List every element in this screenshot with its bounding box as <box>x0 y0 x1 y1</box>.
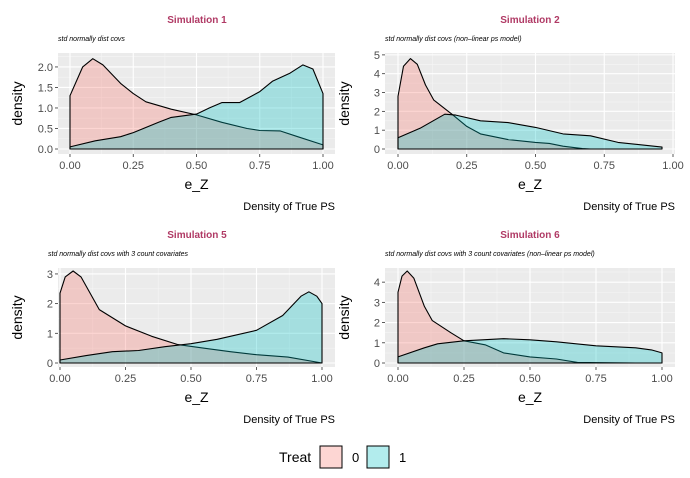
x-tick-label: 0.50 <box>186 160 207 172</box>
panel-subtitle: std normally dist covs <box>58 36 125 43</box>
x-tick-label: 1.00 <box>651 373 672 385</box>
y-tick-label: 0.0 <box>38 144 53 156</box>
y-tick-label: 5 <box>374 50 380 62</box>
x-tick-label: 0.00 <box>387 160 408 172</box>
legend-label-1: 1 <box>399 450 406 465</box>
panel-caption: Density of True PS <box>583 414 675 426</box>
y-tick-label: 2.0 <box>38 62 53 74</box>
y-axis-label: density <box>9 295 25 339</box>
y-axis-label: density <box>336 81 352 125</box>
density-area-treat-0 <box>59 270 323 364</box>
panel-1: 0.00 0.25 0.50 0.75 1.00 0.0 0.5 1.0 1.5 2.0 Simul… <box>9 15 335 213</box>
y-tick-label: 2 <box>374 318 380 330</box>
density-area-treat-1 <box>69 64 324 150</box>
legend: Treat 0 1 <box>279 445 406 469</box>
x-tick-label: 0.75 <box>594 160 615 172</box>
panel-subtitle: std normally dist covs with 3 count cova… <box>48 251 189 258</box>
x-tick-label: 1.00 <box>312 160 333 172</box>
panel-title: Simulation 6 <box>500 230 560 241</box>
y-tick-label: 1.0 <box>38 103 53 115</box>
panel-title: Simulation 1 <box>167 15 227 26</box>
y-tick-label: 3 <box>374 297 380 309</box>
panel-caption: Density of True PS <box>243 414 335 426</box>
x-tick-label: 0.75 <box>585 373 606 385</box>
panel-3: 0.00 0.25 0.50 0.75 1.00 0 1 2 3 Simulation 5 std … <box>9 230 335 426</box>
x-tick-label: 0.50 <box>180 373 201 385</box>
x-tick-label: 1.00 <box>662 160 683 172</box>
y-tick-label: 2 <box>47 299 53 311</box>
y-axis-label: density <box>9 81 25 125</box>
x-tick-label: 0.25 <box>115 373 136 385</box>
x-tick-label: 0.50 <box>525 160 546 172</box>
plot-background <box>58 268 335 367</box>
panel-title: Simulation 5 <box>167 230 227 241</box>
legend-key-0 <box>319 445 343 469</box>
x-tick-label: 0.00 <box>387 373 408 385</box>
x-axis-label: e_Z <box>518 176 543 192</box>
x-tick-label: 0.25 <box>453 373 474 385</box>
y-tick-label: 0 <box>374 144 380 156</box>
y-tick-label: 2 <box>374 106 380 118</box>
legend-title: Treat <box>279 449 311 465</box>
density-area-treat-1 <box>59 291 323 364</box>
y-tick-label: 3 <box>47 269 53 281</box>
density-area-treat-1 <box>397 113 663 150</box>
legend-label-0: 0 <box>352 450 359 465</box>
x-tick-label: 1.00 <box>311 373 332 385</box>
y-tick-label: 0 <box>374 358 380 370</box>
y-tick-label: 1 <box>374 125 380 137</box>
y-tick-label: 3 <box>374 88 380 100</box>
legend-key-1 <box>366 445 390 469</box>
y-tick-label: 4 <box>374 69 380 81</box>
x-axis-label: e_Z <box>184 176 209 192</box>
x-tick-label: 0.00 <box>49 373 70 385</box>
y-axis-label: density <box>336 295 352 339</box>
x-tick-label: 0.75 <box>246 373 267 385</box>
y-tick-label: 0 <box>47 358 53 370</box>
x-tick-label: 0.75 <box>249 160 270 172</box>
x-tick-label: 0.00 <box>59 160 80 172</box>
x-axis-label: e_Z <box>184 389 209 405</box>
panel-4: 0.00 0.25 0.50 0.75 1.00 0 1 2 3 4 Simulation 6 std… <box>336 230 675 426</box>
panel-caption: Density of True PS <box>583 201 675 213</box>
density-area-treat-1 <box>397 338 663 364</box>
y-tick-label: 0.5 <box>38 123 53 135</box>
plot-background <box>385 53 675 154</box>
x-tick-label: 0.25 <box>456 160 477 172</box>
y-tick-label: 1 <box>47 328 53 340</box>
x-tick-label: 0.25 <box>123 160 144 172</box>
panel-subtitle: std normally dist covs with 3 count cova… <box>385 251 595 258</box>
y-tick-label: 1.5 <box>38 82 53 94</box>
panel-2: 0.00 0.25 0.50 0.75 1.00 0 1 2 3 4 5 Simulation 2 st… <box>336 15 684 213</box>
density-area-treat-0 <box>397 58 592 150</box>
panel-caption: Density of True PS <box>243 201 335 213</box>
y-tick-label: 1 <box>374 338 380 350</box>
y-tick-label: 4 <box>374 277 380 289</box>
x-axis-label: e_Z <box>518 389 543 405</box>
panel-subtitle: std normally dist covs (non–linear ps mo… <box>385 36 522 43</box>
density-area-treat-0 <box>69 58 324 150</box>
panel-title: Simulation 2 <box>500 15 560 26</box>
x-tick-label: 0.50 <box>519 373 540 385</box>
